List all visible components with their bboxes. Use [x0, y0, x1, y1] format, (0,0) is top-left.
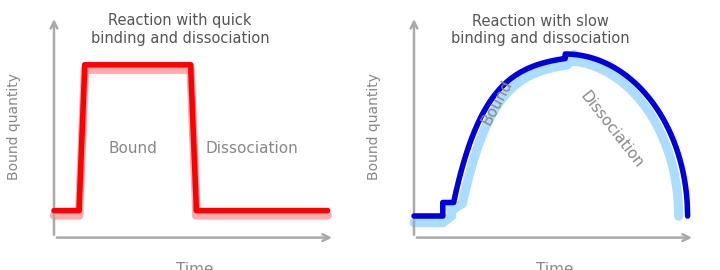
- Text: Time: Time: [536, 262, 573, 270]
- Text: Time: Time: [176, 262, 213, 270]
- Text: Bound quantity: Bound quantity: [367, 73, 382, 180]
- Text: Dissociation: Dissociation: [205, 141, 298, 156]
- Text: Bound quantity: Bound quantity: [7, 73, 22, 180]
- Text: Bound: Bound: [479, 77, 515, 128]
- Text: Dissociation: Dissociation: [577, 89, 647, 171]
- Text: Reaction with quick
binding and dissociation: Reaction with quick binding and dissocia…: [91, 14, 269, 46]
- Text: Reaction with slow
binding and dissociation: Reaction with slow binding and dissociat…: [451, 14, 629, 46]
- Text: Bound: Bound: [108, 141, 157, 156]
